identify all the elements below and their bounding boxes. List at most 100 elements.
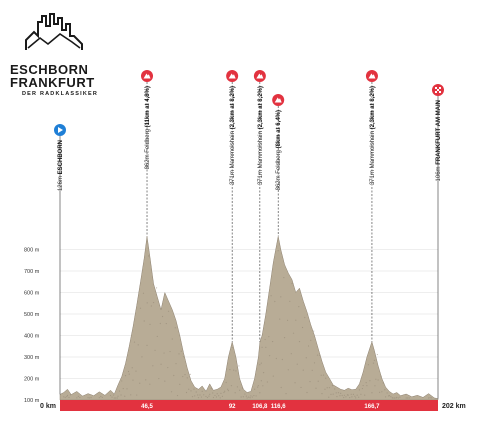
- terrain-texture: [356, 394, 358, 396]
- terrain-texture: [298, 306, 300, 308]
- terrain-texture: [393, 397, 396, 399]
- terrain-texture: [109, 394, 112, 397]
- terrain-texture: [336, 396, 338, 398]
- terrain-texture: [428, 397, 430, 399]
- terrain-texture: [180, 350, 182, 352]
- terrain-texture: [287, 369, 289, 371]
- waypoint-label: 126m ESCHBORN: [58, 140, 64, 191]
- terrain-texture: [304, 316, 306, 319]
- terrain-texture: [68, 396, 70, 399]
- terrain-texture: [159, 322, 161, 325]
- terrain-texture: [206, 396, 209, 399]
- y-tick-label: 200 m: [24, 377, 40, 383]
- terrain-texture: [141, 356, 143, 358]
- waypoint-label: 371m Mammolshain (2,3km at 8,2%): [370, 86, 376, 185]
- terrain-texture: [271, 340, 274, 343]
- terrain-texture: [116, 397, 118, 399]
- terrain-texture: [212, 392, 214, 394]
- terrain-texture: [191, 396, 194, 398]
- terrain-texture: [262, 372, 265, 374]
- terrain-texture: [163, 352, 165, 354]
- y-tick-label: 500 m: [24, 312, 40, 318]
- terrain-texture: [328, 396, 330, 398]
- terrain-texture: [260, 362, 262, 364]
- mountain-icon: [143, 73, 151, 79]
- x-tick-label: 46,5: [141, 404, 153, 410]
- terrain-texture: [185, 391, 188, 394]
- terrain-texture: [280, 296, 282, 298]
- terrain-texture: [242, 396, 244, 398]
- terrain-texture: [325, 377, 327, 379]
- terrain-texture: [259, 392, 261, 394]
- terrain-texture: [294, 382, 296, 384]
- terrain-texture: [244, 393, 246, 395]
- checkered-flag-icon: [437, 89, 439, 91]
- mountain-icon: [256, 73, 264, 79]
- mountain-icon: [228, 73, 236, 79]
- terrain-texture: [142, 292, 145, 294]
- terrain-texture: [324, 388, 326, 390]
- terrain-texture: [361, 387, 364, 390]
- terrain-texture: [165, 322, 167, 325]
- terrain-texture: [343, 396, 345, 399]
- terrain-texture: [407, 397, 409, 399]
- terrain-texture: [251, 396, 253, 398]
- terrain-texture: [113, 397, 115, 399]
- terrain-texture: [79, 396, 81, 399]
- terrain-texture: [292, 332, 295, 334]
- skyline-logo-icon: [25, 13, 83, 50]
- terrain-texture: [224, 390, 226, 392]
- terrain-texture: [126, 388, 128, 390]
- terrain-texture: [190, 390, 192, 392]
- terrain-texture: [184, 373, 186, 376]
- terrain-texture: [335, 392, 337, 394]
- terrain-texture: [291, 283, 293, 285]
- waypoint-label-elevation: 371m Mammolshain: [370, 129, 376, 185]
- terrain-texture: [260, 380, 262, 382]
- logo-line1: ESCHBORN: [10, 62, 89, 77]
- terrain-texture: [155, 287, 158, 289]
- terrain-texture: [250, 395, 252, 397]
- terrain-texture: [351, 396, 353, 398]
- terrain-texture: [164, 380, 166, 382]
- terrain-texture: [205, 395, 207, 398]
- terrain-texture: [290, 353, 292, 355]
- terrain-texture: [245, 395, 247, 397]
- terrain-texture: [315, 387, 317, 389]
- terrain-texture: [186, 377, 188, 379]
- terrain-texture: [139, 382, 141, 384]
- terrain-texture: [120, 394, 122, 396]
- terrain-texture: [255, 395, 257, 397]
- terrain-texture: [309, 380, 311, 383]
- terrain-texture: [374, 385, 376, 387]
- terrain-texture: [371, 392, 373, 394]
- terrain-texture: [272, 375, 274, 377]
- checkered-flag-icon: [439, 91, 441, 93]
- terrain-texture: [259, 364, 261, 366]
- terrain-texture: [63, 396, 65, 398]
- mountain-icon: [274, 97, 282, 103]
- terrain-texture: [238, 365, 240, 367]
- waypoint-label: 371m Mammolshain (2,3km at 8,2%): [230, 86, 236, 185]
- terrain-texture: [385, 396, 387, 398]
- terrain-texture: [354, 395, 356, 397]
- terrain-texture: [377, 379, 379, 381]
- terrain-texture: [286, 319, 289, 321]
- terrain-texture: [212, 396, 215, 399]
- terrain-texture: [121, 380, 123, 382]
- waypoint-label-name: FRANKFURT AM MAIN: [436, 100, 442, 165]
- terrain-texture: [137, 344, 139, 346]
- terrain-texture: [98, 397, 100, 399]
- terrain-texture: [242, 387, 244, 389]
- terrain-texture: [347, 394, 349, 396]
- terrain-texture: [281, 358, 283, 361]
- terrain-texture: [283, 336, 286, 339]
- terrain-texture: [176, 394, 179, 397]
- terrain-texture: [388, 394, 390, 397]
- y-tick-label: 400 m: [24, 334, 40, 340]
- waypoint-label-elevation: 126m: [58, 174, 64, 191]
- terrain-texture: [305, 357, 307, 359]
- terrain-texture: [197, 394, 199, 396]
- terrain-texture: [152, 301, 155, 304]
- terrain-texture: [322, 374, 325, 376]
